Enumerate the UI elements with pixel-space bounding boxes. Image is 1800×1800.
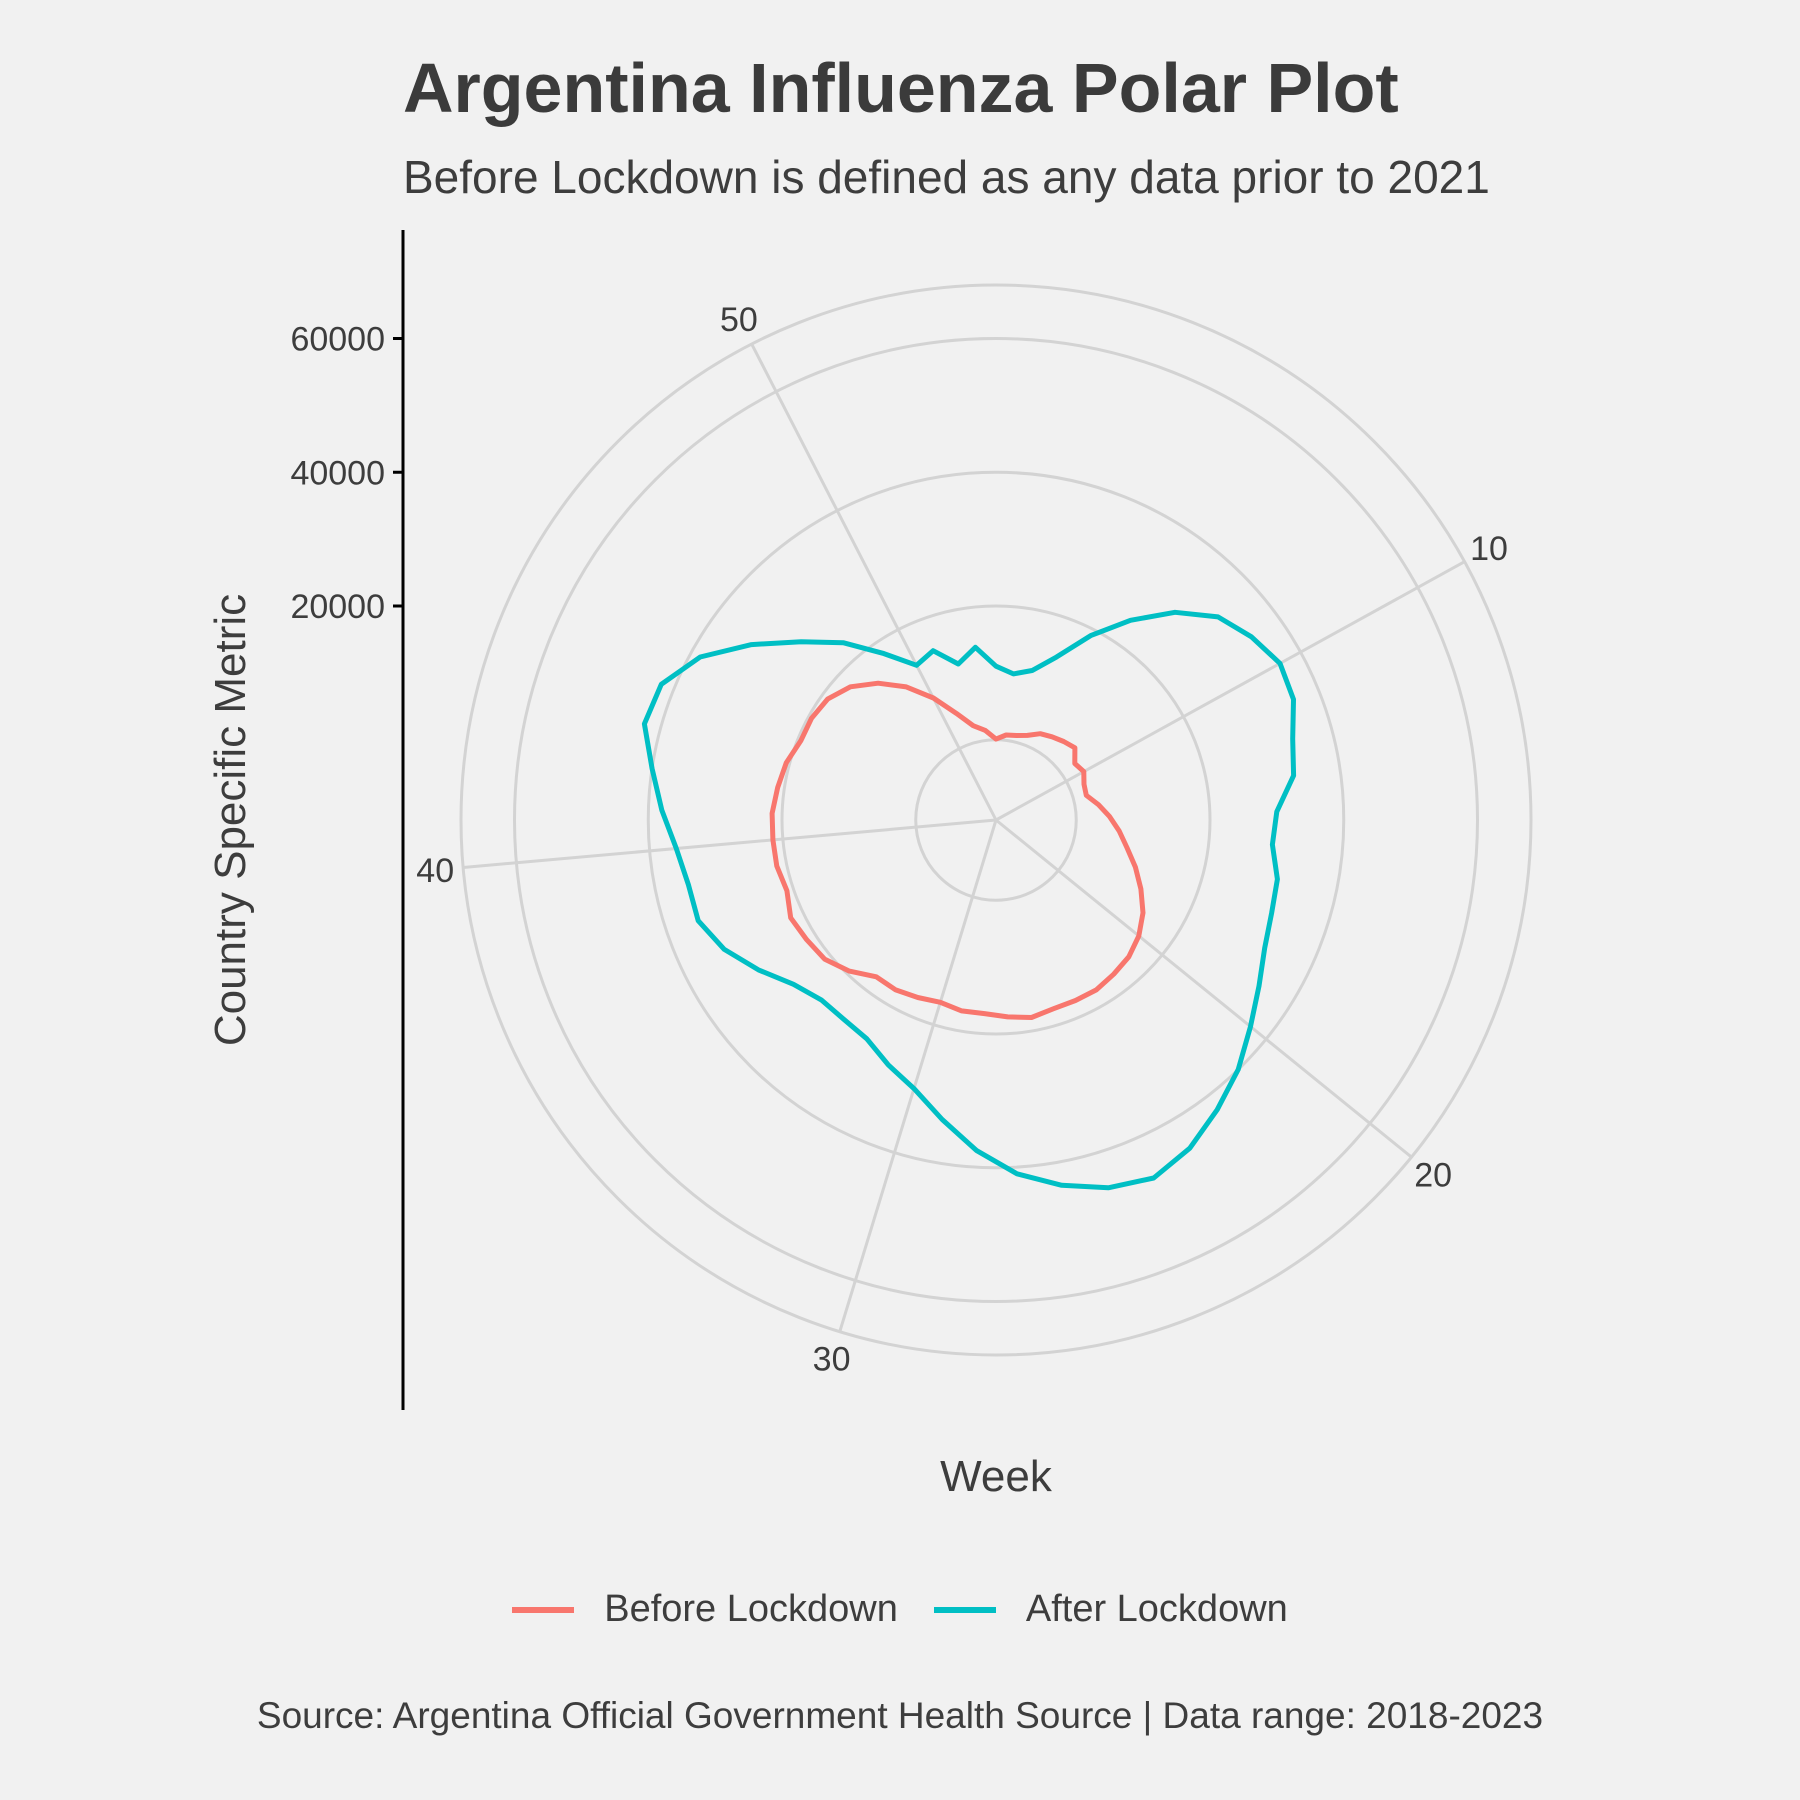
grid-spoke-20 (995, 818, 1413, 1159)
y-axis: 20000 40000 60000 (290, 230, 405, 1410)
y-axis-title: Country Specific Metric (206, 594, 255, 1046)
angle-tick-label-40: 40 (416, 852, 454, 890)
angle-tick-label-10: 10 (1470, 530, 1508, 568)
legend: Before Lockdown After Lockdown (0, 1588, 1800, 1631)
angle-tick-label-20: 20 (1414, 1157, 1452, 1195)
x-axis-title: Week (940, 1452, 1053, 1501)
grid-spoke-10 (995, 560, 1466, 822)
grid-ring-outer (459, 283, 1533, 1357)
angle-tick-label-30: 30 (813, 1340, 851, 1378)
series-lines (641, 609, 1297, 1191)
chart-subtitle: Before Lockdown is defined as any data p… (403, 151, 1490, 203)
grid-spoke-30 (838, 819, 998, 1333)
grid-spoke-40 (462, 818, 997, 869)
grid-rings (459, 283, 1533, 1357)
legend-item-before-lockdown: Before Lockdown (512, 1588, 898, 1631)
legend-key-after-lockdown (933, 1606, 996, 1613)
y-tick-label-20000: 20000 (290, 588, 385, 626)
legend-label-after-lockdown: After Lockdown (1025, 1588, 1288, 1630)
grid-ring-20000 (780, 604, 1212, 1036)
series-line-after-lockdown (641, 609, 1297, 1191)
grid-spoke-50 (750, 343, 998, 821)
angle-tick-label-50: 50 (720, 301, 758, 339)
grid-ring-60000 (513, 337, 1479, 1303)
series-line-before-lockdown (769, 680, 1146, 1020)
grid-ring-40000 (646, 470, 1346, 1170)
y-tick-label-40000: 40000 (290, 454, 385, 492)
chart-title: Argentina Influenza Polar Plot (403, 49, 1399, 127)
angle-tick-labels: 10 20 30 40 50 (416, 301, 1508, 1378)
legend-key-before-lockdown (512, 1606, 575, 1613)
legend-item-after-lockdown: After Lockdown (933, 1588, 1288, 1631)
legend-label-before-lockdown: Before Lockdown (604, 1588, 898, 1630)
chart-caption: Source: Argentina Official Government He… (256, 1695, 1544, 1736)
grid-spokes (462, 343, 1466, 1333)
y-tick-label-60000: 60000 (290, 321, 385, 359)
